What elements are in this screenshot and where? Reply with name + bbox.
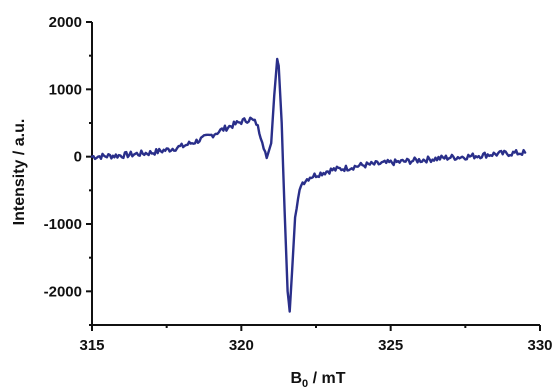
y-tick-label: 2000 bbox=[49, 14, 82, 31]
y-tick-label: -2000 bbox=[44, 283, 82, 300]
x-tick-label: 325 bbox=[378, 337, 403, 354]
y-tick-label: -1000 bbox=[44, 216, 82, 233]
x-axis-label: B0 / mT bbox=[290, 370, 345, 389]
series-group bbox=[90, 57, 527, 313]
x-tick-label: 320 bbox=[229, 337, 254, 354]
x-tick-label: 330 bbox=[527, 337, 552, 354]
y-axis: 2000 1000 0 -1000 -2000 bbox=[44, 14, 93, 326]
x-axis-label-subscript: 0 bbox=[302, 378, 308, 389]
y-axis-label: Intensity / a.u. bbox=[11, 119, 28, 226]
x-axis-label-main: B bbox=[290, 370, 302, 387]
series-line bbox=[90, 57, 527, 313]
x-axis: 315 320 325 330 bbox=[79, 324, 553, 354]
x-tick-label: 315 bbox=[79, 337, 104, 354]
y-tick-label: 0 bbox=[74, 149, 82, 166]
y-tick-label: 1000 bbox=[49, 81, 82, 98]
x-axis-label-unit: / mT bbox=[308, 370, 346, 387]
y-ticks: 2000 1000 0 -1000 -2000 bbox=[44, 14, 92, 326]
x-ticks: 315 320 325 330 bbox=[79, 325, 553, 354]
